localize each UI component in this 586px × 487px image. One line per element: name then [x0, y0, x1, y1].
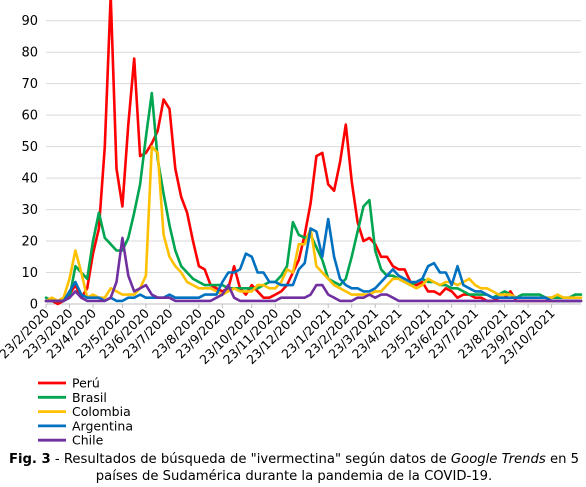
caption-text-italic: Google Trends — [450, 452, 546, 467]
y-tick-label: 30 — [21, 203, 38, 218]
y-tick-label: 80 — [21, 46, 38, 61]
y-tick-label: 90 — [21, 14, 38, 29]
legend-label: Colombia — [72, 404, 131, 419]
chart-series — [44, 0, 583, 306]
y-tick-label: 40 — [21, 172, 38, 187]
legend-label: Argentina — [72, 418, 133, 433]
figure-caption: Fig. 3 - Resultados de búsqueda de "iver… — [8, 451, 580, 485]
series-line-chile — [44, 236, 583, 303]
caption-text-after: en 5 países de Sudamérica durante la pan… — [95, 452, 580, 484]
y-tick-label: 50 — [21, 140, 38, 155]
caption-text-before: - Resultados de búsqueda de "ivermectina… — [50, 452, 451, 467]
series-line-colombia — [44, 145, 583, 303]
series-line-argentina — [44, 217, 583, 303]
x-axis: 23/2/202023/3/202023/4/202023/5/202023/6… — [0, 303, 581, 367]
y-tick-label: 70 — [21, 77, 38, 92]
legend-label: Chile — [72, 433, 104, 448]
y-axis-tick-labels: 0 10 20 30 40 50 60 70 80 90 — [21, 14, 38, 312]
y-tick-label: 0 — [30, 298, 38, 313]
legend-label: Perú — [72, 376, 100, 391]
legend-label: Brasil — [72, 390, 107, 405]
y-tick-label: 20 — [21, 235, 38, 250]
y-tick-label: 60 — [21, 109, 38, 124]
y-tick-label: 10 — [21, 266, 38, 281]
caption-label: Fig. 3 — [8, 452, 51, 467]
